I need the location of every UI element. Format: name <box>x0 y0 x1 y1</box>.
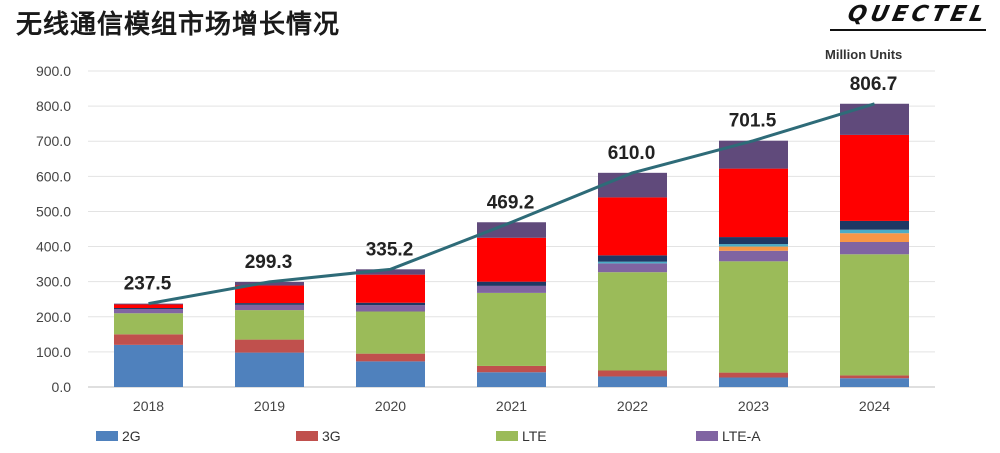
bar-segment <box>114 304 183 308</box>
bar-segment <box>356 305 425 312</box>
bar-segment <box>840 241 909 255</box>
bar-segment <box>598 263 667 273</box>
bar-segment <box>477 281 546 286</box>
y-tick-label: 0.0 <box>52 379 72 395</box>
x-tick-label: 2022 <box>617 398 648 414</box>
total-data-label: 335.2 <box>366 239 414 260</box>
x-tick-label: 2020 <box>375 398 406 414</box>
y-tick-label: 300.0 <box>36 274 71 290</box>
bar-segment <box>719 140 788 169</box>
legend-swatch <box>696 431 718 441</box>
bar-segment <box>477 372 546 387</box>
legend-label: 3G <box>322 428 341 444</box>
y-tick-label: 800.0 <box>36 98 71 114</box>
bar-segment <box>235 310 304 340</box>
legend-label: LTE-A <box>722 428 761 444</box>
bar-segment <box>598 272 667 371</box>
bar-segment <box>477 237 546 282</box>
x-tick-label: 2023 <box>738 398 769 414</box>
bar-segment <box>840 220 909 230</box>
total-data-label: 806.7 <box>850 74 898 95</box>
total-data-label: 237.5 <box>124 274 172 295</box>
page-title: 无线通信模组市场增长情况 <box>16 10 341 40</box>
bar-segment <box>356 361 425 387</box>
bar-segment <box>114 309 183 314</box>
total-data-label: 701.5 <box>729 111 777 132</box>
bar-segment <box>114 334 183 345</box>
bar-segment <box>840 233 909 242</box>
units-label: Million Units <box>825 47 903 62</box>
bar-segment <box>840 254 909 376</box>
y-tick-label: 600.0 <box>36 168 71 184</box>
bar-segment <box>235 339 304 353</box>
y-tick-label: 200.0 <box>36 309 71 325</box>
y-tick-label: 400.0 <box>36 239 71 255</box>
bar-segment <box>840 134 909 221</box>
x-tick-label: 2019 <box>254 398 285 414</box>
bar-segment <box>477 285 546 293</box>
bar-segment <box>719 168 788 238</box>
bar-segment <box>598 197 667 256</box>
logo-underline <box>830 29 986 31</box>
bar-segment <box>356 311 425 354</box>
legend-swatch <box>96 431 118 441</box>
total-data-label: 610.0 <box>608 143 656 164</box>
bar-segment <box>840 229 909 234</box>
bar-segment <box>598 255 667 262</box>
bar-segment <box>235 285 304 304</box>
bar-segment <box>719 261 788 373</box>
total-data-label: 469.2 <box>487 192 535 213</box>
y-tick-label: 900.0 <box>36 63 71 79</box>
legend-swatch <box>496 431 518 441</box>
legend-label: LTE <box>522 428 547 444</box>
bar-segment <box>840 378 909 387</box>
y-tick-label: 700.0 <box>36 133 71 149</box>
bar-segment <box>356 353 425 362</box>
y-tick-label: 100.0 <box>36 344 71 360</box>
bar-segment <box>719 372 788 378</box>
trend-line <box>148 102 875 306</box>
x-tick-label: 2021 <box>496 398 527 414</box>
bar-segment <box>719 250 788 262</box>
bar-segment <box>114 303 183 305</box>
bar-segment <box>719 377 788 387</box>
bar-segment <box>840 375 909 379</box>
bar-segment <box>114 344 183 387</box>
y-tick-label: 500.0 <box>36 203 71 219</box>
total-data-label: 299.3 <box>245 252 293 273</box>
bar-segment <box>235 281 304 286</box>
bar-segment <box>477 292 546 366</box>
bar-segment <box>477 222 546 238</box>
bar-segment <box>235 303 304 305</box>
bar-segment <box>840 103 909 135</box>
bar-segment <box>356 274 425 303</box>
bar-segment <box>356 269 425 275</box>
x-tick-label: 2024 <box>859 398 890 414</box>
bar-segment <box>598 172 667 198</box>
legend-label: 2G <box>122 428 141 444</box>
bar-segment <box>235 352 304 387</box>
legend-swatch <box>296 431 318 441</box>
bar-segment <box>114 308 183 310</box>
bar-segment <box>114 313 183 335</box>
bar-segment <box>477 365 546 373</box>
bar-segment <box>356 302 425 306</box>
x-tick-label: 2018 <box>133 398 164 414</box>
bar-segment <box>719 246 788 251</box>
bar-segment <box>598 370 667 377</box>
bar-segment <box>598 376 667 387</box>
bar-segment <box>719 237 788 245</box>
bar-segment <box>235 304 304 311</box>
bar-segment <box>719 244 788 247</box>
bar-segment <box>598 261 667 264</box>
